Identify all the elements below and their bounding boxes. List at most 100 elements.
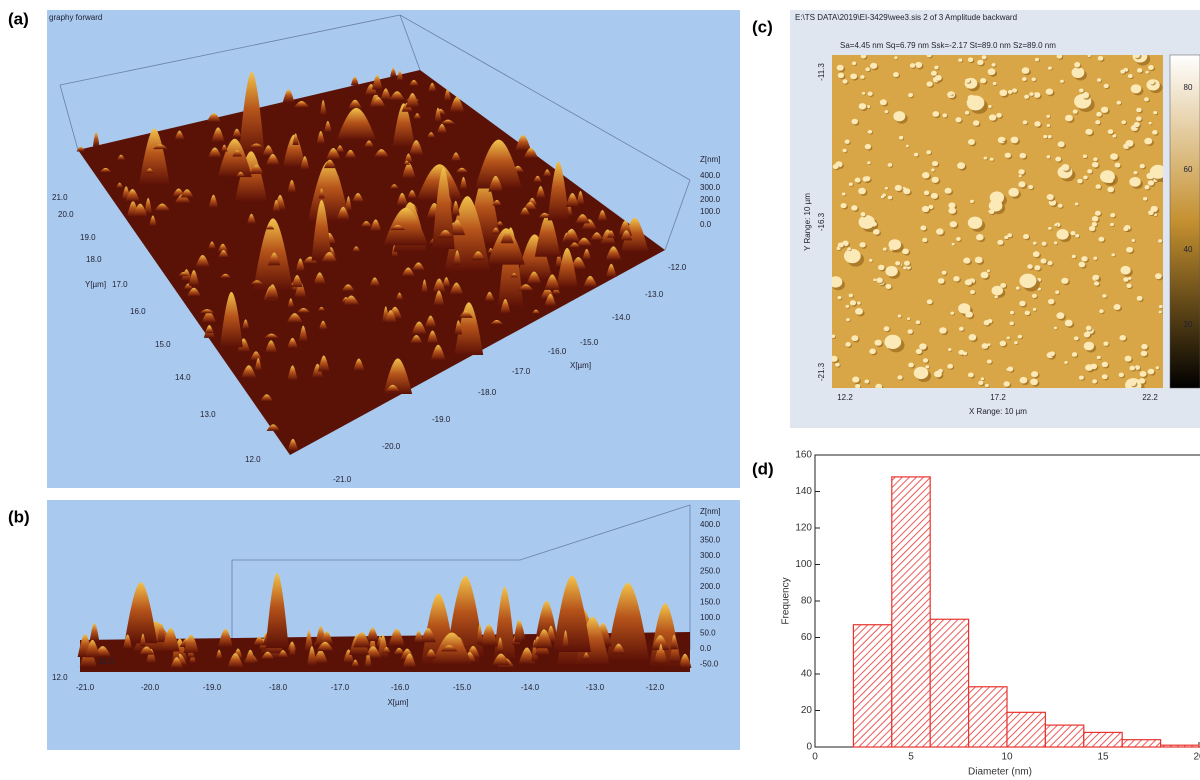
bar	[1044, 724, 1085, 748]
grain	[1120, 69, 1126, 74]
grain	[983, 156, 988, 160]
peak	[157, 623, 166, 643]
grain	[987, 343, 991, 346]
peak	[183, 634, 199, 653]
peak	[311, 199, 332, 261]
grain	[925, 365, 930, 369]
grain	[953, 275, 960, 282]
grain	[1000, 282, 1007, 288]
peak	[576, 190, 585, 205]
tick-label: 18.0	[86, 255, 102, 264]
peak	[264, 333, 279, 339]
grain	[1007, 366, 1014, 372]
grain	[1091, 161, 1099, 168]
x-tick-label: 5	[908, 752, 914, 763]
grain	[921, 205, 930, 213]
peak	[405, 92, 420, 108]
peak	[238, 71, 265, 157]
grain	[1046, 193, 1054, 201]
peak	[244, 649, 256, 664]
grain	[1006, 336, 1010, 340]
grain	[847, 247, 851, 251]
grain	[1147, 368, 1155, 375]
peak	[313, 649, 328, 664]
y-tick-label: 120	[795, 523, 812, 534]
grain	[1077, 178, 1083, 184]
panel-label: (b)	[8, 507, 30, 526]
tick-label: -13.0	[645, 290, 664, 299]
tick-label: 14.0	[175, 373, 191, 382]
axis-label: Z[nm]	[700, 155, 720, 164]
tick-label: -17.0	[512, 367, 531, 376]
grain	[880, 195, 885, 199]
peak	[607, 230, 616, 238]
grain	[1136, 295, 1143, 301]
peak	[535, 186, 546, 199]
peak	[409, 140, 424, 156]
grain	[1070, 230, 1076, 236]
grain	[882, 247, 887, 251]
peak	[451, 200, 460, 216]
grain	[1148, 210, 1154, 216]
peak	[364, 84, 378, 95]
peak	[500, 298, 511, 314]
grain	[1003, 381, 1010, 387]
grain	[987, 318, 993, 324]
grain	[1007, 233, 1013, 238]
grain	[903, 266, 907, 270]
grain	[1149, 164, 1163, 179]
peak	[432, 167, 455, 250]
peak	[401, 162, 416, 179]
grain	[884, 186, 888, 190]
tick-label: 60	[1184, 165, 1193, 174]
peak	[250, 351, 262, 361]
tick-label: 20	[1184, 320, 1193, 329]
grain	[1060, 79, 1064, 83]
grain	[865, 67, 870, 72]
peak	[582, 652, 590, 660]
peak	[317, 306, 326, 311]
peak	[266, 225, 275, 230]
grain	[1103, 341, 1109, 346]
peak	[515, 134, 532, 151]
peak	[583, 275, 598, 287]
grain	[851, 61, 857, 66]
tick-label: -12.0	[646, 683, 665, 692]
grain	[965, 311, 973, 318]
grain	[1024, 94, 1030, 99]
peak	[254, 357, 262, 371]
peak	[208, 147, 222, 158]
peak	[350, 76, 359, 86]
grain	[1011, 88, 1018, 93]
peak	[287, 298, 294, 308]
grain	[1092, 379, 1098, 384]
axis-label: X[µm]	[387, 698, 408, 707]
grain	[1129, 365, 1136, 371]
tick-label: -11.3	[817, 63, 826, 81]
peak	[307, 646, 317, 666]
image-title: E:\TS DATA\2019\EI-3429\wee3.sis 2 of 3 …	[795, 13, 1017, 22]
peak	[316, 641, 334, 652]
grain	[1083, 175, 1088, 180]
peak	[343, 649, 354, 663]
peak	[172, 641, 180, 663]
grain	[1137, 68, 1143, 73]
grain	[931, 176, 939, 183]
x-tick-label: 15	[1097, 752, 1109, 763]
peak	[442, 277, 451, 287]
grain	[934, 74, 942, 81]
peak	[651, 635, 670, 651]
surface-b-peaks	[77, 573, 692, 668]
grain	[872, 229, 880, 235]
grain	[1149, 79, 1155, 85]
grain	[861, 92, 866, 95]
peak	[425, 649, 437, 659]
grain	[842, 148, 847, 153]
peak	[267, 252, 281, 266]
peak	[514, 619, 523, 643]
grain	[844, 139, 850, 144]
grain	[1074, 202, 1079, 206]
peak	[498, 227, 524, 307]
grain	[860, 75, 865, 79]
grain	[1133, 121, 1140, 128]
